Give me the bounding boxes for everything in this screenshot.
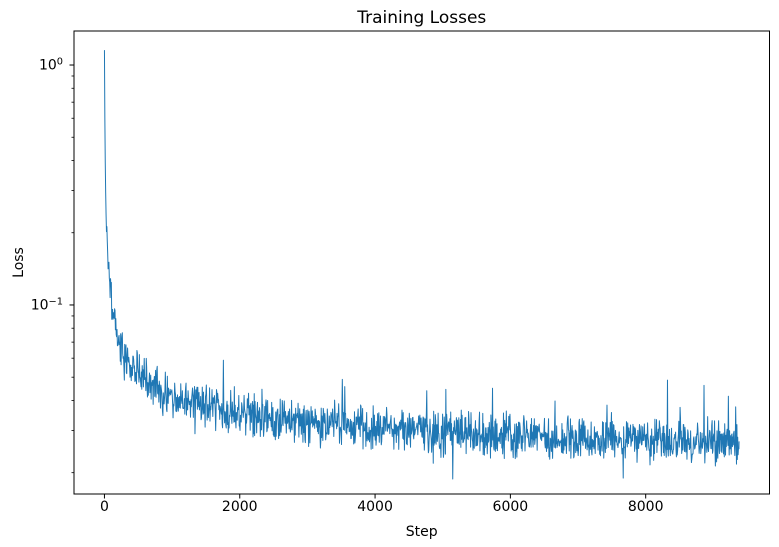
x-tick-label: 6000 [493, 499, 529, 515]
x-tick-label: 0 [100, 499, 109, 515]
x-tick-label: 2000 [222, 499, 258, 515]
axes-spines [73, 30, 770, 495]
y-tick-label: 100 [39, 57, 63, 74]
plot-area [74, 31, 770, 494]
loss-line-path [103, 49, 740, 480]
y-tick-label: 10−1 [31, 296, 63, 313]
series-group [103, 49, 740, 480]
x-tick-label: 8000 [628, 499, 664, 515]
x-axis-label: Step [406, 524, 438, 540]
chart-title: Training Losses [356, 8, 486, 28]
x-tick-label: 4000 [357, 499, 393, 515]
y-axis-label: Loss [11, 247, 27, 278]
